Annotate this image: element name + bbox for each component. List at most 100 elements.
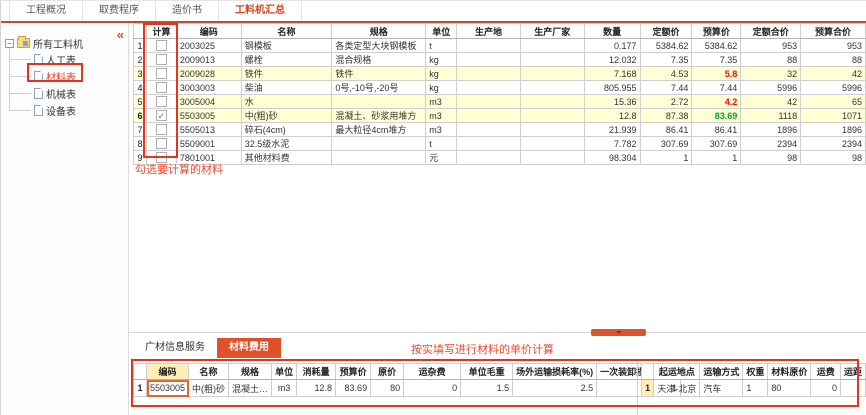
cell-unit[interactable]: t [425, 136, 458, 151]
cell-origin[interactable] [456, 150, 521, 165]
cell-spec[interactable]: 最大粒径4cm堆方 [331, 122, 427, 137]
sidebar-item-labor-table[interactable]: 人工表 [32, 51, 76, 67]
row-number[interactable]: 4 [133, 80, 147, 95]
tree-collapse-minus-icon[interactable]: − [5, 38, 14, 48]
cell-origin-place[interactable]: 天津-北京 [653, 379, 701, 397]
cell-fixed-price[interactable]: 7.44 [639, 80, 693, 95]
cell-fixed-price[interactable]: 87.38 [639, 108, 693, 123]
cell-manufacturer[interactable] [519, 80, 585, 95]
cell-unit[interactable]: kg [425, 66, 458, 81]
cell-manufacturer[interactable] [519, 150, 585, 165]
calc-checkbox[interactable] [155, 82, 167, 93]
cell-name[interactable]: 中(粗)砂 [240, 108, 333, 123]
cell-fixed-total[interactable]: 1896 [740, 122, 802, 137]
row-number[interactable]: 8 [133, 136, 147, 151]
cell-qty[interactable]: 805.955 [583, 80, 641, 95]
cell-origin[interactable] [456, 122, 521, 137]
calc-checkbox[interactable] [155, 138, 167, 149]
cell-origin[interactable] [456, 38, 521, 53]
calc-checkbox[interactable] [155, 68, 167, 79]
cell-budget-price[interactable]: 86.41 [691, 122, 742, 137]
cell-budget-price[interactable]: 83.69 [335, 379, 372, 397]
cell-budget-price[interactable]: 307.69 [691, 136, 742, 151]
cell-qty[interactable]: 7.168 [583, 66, 641, 81]
cell-name[interactable]: 螺栓 [240, 52, 333, 67]
cell-spec[interactable]: 各类定型大块钢模板 [331, 38, 427, 53]
row-number[interactable]: 1 [133, 379, 147, 397]
cell-distance[interactable] [839, 379, 866, 397]
cell-code[interactable]: 5503005 [175, 108, 242, 123]
sidebar-item-material-table[interactable]: 材料表 [32, 68, 76, 84]
cell-unit[interactable]: t [425, 38, 458, 53]
cell-code[interactable]: 2003025 [175, 38, 242, 53]
cell-budget-total[interactable]: 953 [800, 38, 866, 53]
cell-origin[interactable] [456, 108, 521, 123]
splitter-collapse-handle[interactable] [591, 329, 646, 336]
cell-code[interactable]: 2009028 [175, 66, 242, 81]
tab-labor-material-summary[interactable]: 工料机汇总 [219, 1, 302, 21]
cell-fixed-total[interactable]: 1118 [740, 108, 802, 123]
cell-budget-total[interactable]: 2394 [800, 136, 866, 151]
cell-budget-price[interactable]: 5.8 [691, 66, 742, 81]
cell-fixed-price[interactable]: 307.69 [639, 136, 693, 151]
calc-checkbox[interactable] [155, 54, 167, 65]
cell-spec[interactable] [331, 136, 427, 151]
cell-name[interactable]: 水 [240, 94, 333, 109]
cell-budget-total[interactable]: 1071 [800, 108, 866, 123]
cell-origin[interactable] [456, 66, 521, 81]
calc-checkbox[interactable] [155, 40, 167, 51]
cell-spec[interactable] [331, 150, 427, 165]
cell-qty[interactable]: 0.177 [583, 38, 641, 53]
cell-spec[interactable]: 混凝土… [228, 379, 273, 397]
cell-fixed-total[interactable]: 32 [740, 66, 802, 81]
cell-spec[interactable]: 铁件 [331, 66, 427, 81]
row-number[interactable]: 1 [133, 38, 147, 53]
cell-spec[interactable] [331, 94, 427, 109]
cell-code[interactable]: 5509001 [175, 136, 242, 151]
cell-name[interactable]: 中(粗)砂 [188, 379, 230, 397]
cell-name[interactable]: 铁件 [240, 66, 333, 81]
cell-budget-total[interactable]: 1896 [800, 122, 866, 137]
cell-budget-total[interactable]: 88 [800, 52, 866, 67]
cell-budget-price[interactable]: 83.69 [691, 108, 742, 123]
row-number[interactable]: 2 [133, 52, 147, 67]
tab-project-overview[interactable]: 工程概况 [9, 1, 83, 21]
cell-code-selected[interactable]: 5503005 [145, 379, 190, 397]
tab-guangcai-info-service[interactable]: 广材信息服务 [145, 342, 205, 353]
cell-origin[interactable] [456, 52, 521, 67]
cell-name[interactable]: 32.5级水泥 [240, 136, 333, 151]
cell-spec[interactable]: 0号,-10号,-20号 [331, 80, 427, 95]
tab-material-cost[interactable]: 材料费用 [217, 338, 281, 358]
cell-budget-price[interactable]: 4.2 [691, 94, 742, 109]
calc-checkbox[interactable] [155, 124, 167, 135]
cell-spec[interactable]: 混凝土、砂浆用堆方 [331, 108, 427, 123]
cell-fixed-price[interactable]: 7.35 [639, 52, 693, 67]
tree-root-all-items[interactable]: − 所有工料机 [5, 35, 83, 51]
cell-name[interactable]: 柴油 [240, 80, 333, 95]
cell-transport-loss-rate[interactable]: 2.5 [512, 379, 598, 397]
cell-fixed-price[interactable]: 4.53 [639, 66, 693, 81]
cell-unit[interactable]: m3 [271, 379, 298, 397]
cell-qty[interactable]: 98.304 [583, 150, 641, 165]
row-number[interactable]: 6 [133, 108, 147, 123]
cell-freight[interactable]: 0 [810, 379, 841, 397]
row-number[interactable]: 3 [133, 66, 147, 81]
cell-budget-price[interactable]: 5384.62 [691, 38, 742, 53]
cell-unit[interactable]: kg [425, 80, 458, 95]
cell-weight[interactable]: 1 [742, 379, 769, 397]
cell-code[interactable]: 3003003 [175, 80, 242, 95]
cell-fixed-price[interactable]: 2.72 [639, 94, 693, 109]
cell-fixed-total[interactable]: 98 [740, 150, 802, 165]
cell-name[interactable]: 碎石(4cm) [240, 122, 333, 137]
cell-spec[interactable]: 混合规格 [331, 52, 427, 67]
cell-fixed-total[interactable]: 42 [740, 94, 802, 109]
cell-origin[interactable] [456, 94, 521, 109]
calc-checkbox[interactable] [155, 96, 167, 107]
tab-fee-program[interactable]: 取费程序 [83, 1, 156, 21]
cell-qty[interactable]: 21.939 [583, 122, 641, 137]
cell-manufacturer[interactable] [519, 108, 585, 123]
row-number[interactable]: 5 [133, 94, 147, 109]
sidebar-item-equipment-table[interactable]: 设备表 [32, 102, 76, 118]
calc-checkbox[interactable] [155, 110, 167, 121]
cell-unit[interactable]: m3 [425, 108, 458, 123]
